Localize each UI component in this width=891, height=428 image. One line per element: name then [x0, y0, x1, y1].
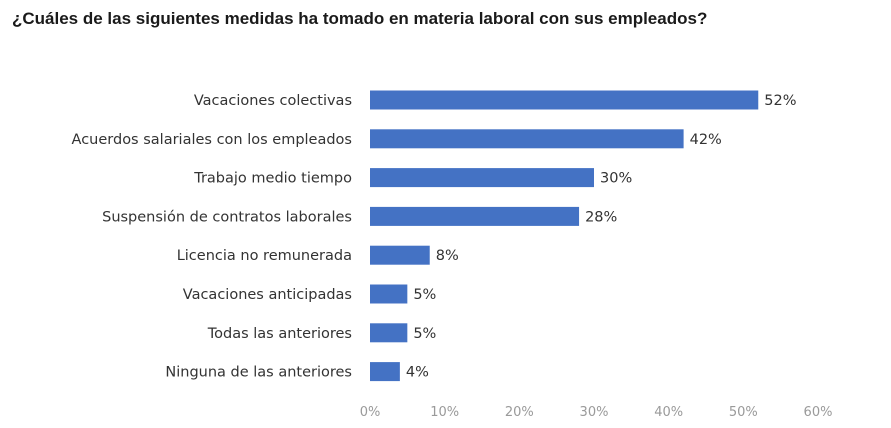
x-tick-label: 20%	[505, 405, 534, 420]
bar	[370, 323, 408, 343]
x-tick-label: 0%	[360, 405, 381, 420]
category-label: Ninguna de las anteriores	[165, 365, 352, 381]
category-label: Suspensión de contratos laborales	[102, 209, 352, 225]
category-label: Todas las anteriores	[207, 326, 352, 342]
chart-title: ¿Cuáles de las siguientes medidas ha tom…	[12, 9, 708, 28]
data-label: 28%	[585, 209, 617, 225]
x-tick-label: 10%	[430, 405, 459, 420]
bar	[370, 284, 408, 304]
bar	[370, 90, 759, 110]
data-label: 5%	[413, 287, 436, 303]
x-tick-label: 30%	[580, 405, 609, 420]
bar	[370, 206, 580, 226]
bar	[370, 245, 430, 265]
bar	[370, 362, 400, 382]
data-label: 42%	[690, 132, 722, 148]
data-label: 4%	[406, 365, 429, 381]
x-tick-label: 40%	[654, 405, 683, 420]
category-label: Vacaciones colectivas	[194, 93, 352, 109]
data-label: 5%	[413, 326, 436, 342]
data-label: 8%	[436, 248, 459, 264]
category-label: Vacaciones anticipadas	[183, 287, 352, 303]
category-label: Licencia no remunerada	[177, 248, 352, 264]
data-label: 30%	[600, 171, 632, 187]
data-label: 52%	[764, 93, 796, 109]
x-tick-label: 50%	[729, 405, 758, 420]
bar	[370, 168, 594, 188]
category-label: Acuerdos salariales con los empleados	[72, 132, 352, 148]
x-tick-label: 60%	[804, 405, 833, 420]
category-label: Trabajo medio tiempo	[193, 171, 352, 187]
bar	[370, 129, 684, 149]
